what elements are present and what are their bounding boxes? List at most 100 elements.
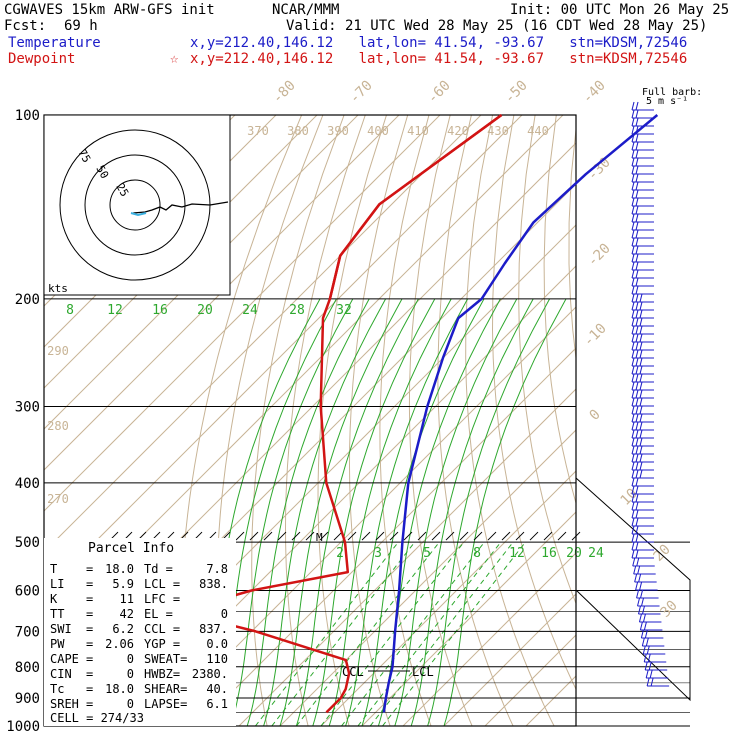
hatch-mark — [459, 531, 469, 541]
dry-adiabat-line — [465, 115, 555, 726]
mixing-ratio-label: 8 — [473, 546, 481, 561]
wind-barb-flag — [639, 381, 643, 391]
wind-barb-flag — [631, 429, 635, 439]
parcel-key2: SHEAR= — [144, 682, 187, 696]
init-time: Init: 00 UTC Mon 26 May 25 — [510, 2, 730, 18]
isotherm-line — [320, 470, 576, 726]
wind-barb-flag — [635, 293, 639, 303]
wind-barb-flag — [631, 165, 635, 175]
wind-barb-flag — [643, 621, 647, 631]
hodograph-ring — [84, 154, 186, 256]
wind-barb-flag — [635, 149, 639, 159]
wind-barb-flag — [635, 365, 639, 375]
wind-barb-flag — [635, 509, 639, 519]
wind-barb-flag — [635, 517, 639, 527]
wind-barb-flag — [631, 397, 635, 407]
isotherm-label: -70 — [347, 78, 376, 107]
wind-barb-flag — [631, 373, 635, 383]
isotherm-line — [279, 429, 576, 726]
wind-barb-flag — [635, 165, 639, 175]
wind-barb-flag — [638, 613, 642, 623]
dry-adiabat-line — [568, 124, 576, 362]
wind-barb-flag — [635, 373, 639, 383]
wind-barb-flag — [631, 261, 635, 271]
parcel-eq: = — [86, 637, 93, 651]
theta-label: 380 — [287, 124, 309, 138]
wind-barb-flag — [631, 173, 635, 183]
wind-barb-flag — [635, 349, 639, 359]
dewpoint-legend: Dewpoint — [8, 51, 76, 67]
theta-label: 420 — [447, 124, 469, 138]
temperature-tick-label: 16 — [152, 303, 168, 318]
wind-barb-flag — [631, 461, 635, 471]
wind-barb-flag — [644, 661, 648, 671]
wind-barb-flag — [635, 357, 639, 367]
wind-barb-flag — [643, 653, 647, 663]
hatch-mark — [333, 531, 343, 541]
temperature-tick-label: 24 — [242, 303, 258, 318]
isotherm-label: -30 — [585, 155, 614, 184]
mixing-ratio-line — [357, 541, 502, 726]
wind-barb-flag — [631, 541, 635, 551]
hodograph-ring — [109, 179, 161, 231]
wind-barb-flag — [635, 269, 639, 279]
wind-barb-flag — [635, 133, 639, 143]
theta-label: 390 — [327, 124, 349, 138]
wind-barb-flag — [631, 253, 635, 263]
wind-barb-flag — [631, 141, 635, 151]
wind-barb-flag — [631, 437, 635, 447]
parcel-value: 18.0 — [105, 562, 134, 576]
wind-barb-flag — [635, 197, 639, 207]
parcel-key2: YGP = — [144, 637, 180, 651]
parcel-eq: = — [86, 697, 93, 711]
isotherm-line — [44, 115, 359, 430]
wind-barb-flag — [631, 341, 635, 351]
theta-label: 410 — [407, 124, 429, 138]
parcel-key: K — [50, 592, 58, 606]
parcel-key: CAPE — [50, 652, 79, 666]
wind-barb-flag — [635, 525, 639, 535]
parcel-key: TT — [50, 607, 64, 621]
wind-barb-flag — [642, 613, 646, 623]
plot-border — [43, 114, 577, 727]
hatch-mark — [347, 531, 357, 541]
isotherm-line — [525, 675, 576, 726]
parcel-key2: LFC = — [144, 592, 180, 606]
mixing-ratio-line — [369, 541, 514, 726]
wind-barb-flag — [635, 453, 639, 463]
wind-barb-flag — [639, 293, 643, 303]
wind-barb-flag — [635, 237, 639, 247]
isotherm-label: -40 — [580, 78, 609, 107]
hatch-mark — [305, 531, 315, 541]
mixing-ratio-label: 24 — [588, 546, 604, 561]
wind-barb-flag — [635, 277, 639, 287]
lcl-label: LCL — [412, 665, 434, 679]
hatch-mark — [389, 531, 399, 541]
dry-adiabat-line — [543, 115, 576, 505]
wind-barb-flag — [635, 397, 639, 407]
wind-barb-flag — [631, 421, 635, 431]
parcel-value2: 40. — [206, 682, 228, 696]
moist-adiabat-line — [394, 298, 518, 726]
wind-barb-flag — [631, 509, 635, 519]
wind-barb-flag — [635, 117, 639, 127]
isotherm-line — [44, 115, 400, 471]
wind-barb-flag — [635, 173, 639, 183]
parcel-eq: = — [86, 607, 93, 621]
mixing-ratio-label: 12 — [509, 546, 525, 561]
parcel-key2: CCL = — [144, 622, 180, 636]
wind-barb-flag — [635, 405, 639, 415]
parcel-value: 0 — [127, 652, 134, 666]
hodograph-units: kts — [48, 282, 68, 295]
wind-barb-flag — [635, 101, 639, 111]
mixing-ratio-line — [271, 541, 416, 726]
wind-barb-flag — [635, 533, 639, 543]
hatch-mark — [473, 531, 483, 541]
parcel-key2: LAPSE= — [144, 697, 187, 711]
wind-barb-flag — [635, 581, 639, 591]
wind-barb-flag — [649, 669, 653, 679]
wind-barb-flag — [635, 437, 639, 447]
wind-barb-flag — [647, 653, 651, 663]
wind-barb-flag — [639, 461, 643, 471]
